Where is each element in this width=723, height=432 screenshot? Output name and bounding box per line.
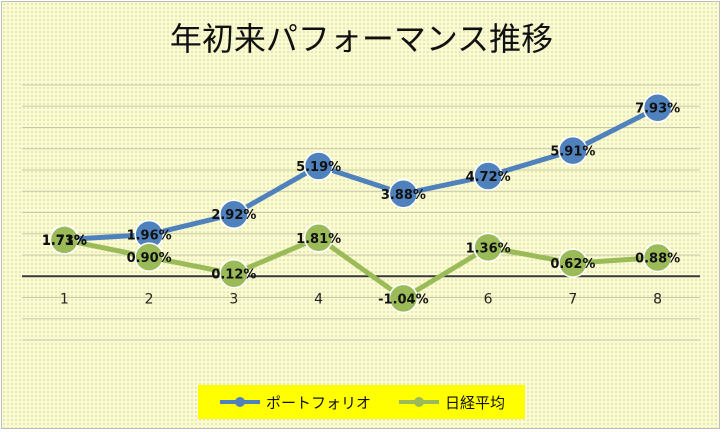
data-point-nikkei bbox=[558, 248, 588, 278]
x-tick-label: 6 bbox=[484, 291, 493, 307]
legend-item-portfolio: ポートフォリオ bbox=[218, 392, 371, 413]
x-tick-label: 1 bbox=[60, 291, 69, 307]
data-point-portfolio bbox=[388, 179, 419, 209]
x-tick-label: 4 bbox=[314, 291, 323, 307]
data-label-nikkei: 0.62% bbox=[550, 257, 595, 272]
data-label-nikkei: 0.12% bbox=[211, 268, 256, 283]
legend-label-nikkei: 日経平均 bbox=[445, 393, 506, 412]
data-label-portfolio: 1.73% bbox=[42, 233, 87, 248]
data-point-nikkei bbox=[473, 232, 503, 263]
data-label-portfolio: 7.93% bbox=[635, 102, 680, 117]
data-point-portfolio bbox=[219, 199, 249, 229]
data-point-portfolio bbox=[473, 161, 503, 191]
x-tick-label: 7 bbox=[568, 291, 577, 307]
legend-label-portfolio: ポートフォリオ bbox=[265, 393, 371, 412]
data-label-portfolio: 5.91% bbox=[550, 145, 595, 160]
x-tick-label: 2 bbox=[145, 291, 154, 307]
data-point-nikkei bbox=[642, 242, 673, 273]
data-point-portfolio bbox=[558, 135, 588, 166]
data-label-nikkei: 1.36% bbox=[466, 241, 511, 256]
data-label-portfolio: 1.96% bbox=[127, 229, 172, 244]
data-point-nikkei bbox=[303, 223, 334, 253]
data-label-portfolio: 4.72% bbox=[466, 170, 511, 185]
legend-swatch-nikkei bbox=[399, 397, 439, 407]
data-point-portfolio bbox=[642, 92, 673, 123]
data-label-nikkei: 1.81% bbox=[296, 232, 341, 247]
data-label-nikkei: -1.04% bbox=[378, 292, 429, 307]
data-label-portfolio: 2.92% bbox=[211, 208, 256, 223]
legend-swatch-portfolio bbox=[219, 397, 260, 407]
data-label-portfolio: 3.88% bbox=[381, 188, 426, 203]
data-point-nikkei bbox=[388, 283, 419, 314]
x-tick-label: 3 bbox=[229, 291, 238, 307]
data-point-portfolio bbox=[303, 151, 334, 181]
x-tick-label: 8 bbox=[653, 291, 662, 307]
data-label-nikkei: 0.88% bbox=[635, 252, 680, 267]
legend-item-nikkei: 日経平均 bbox=[397, 392, 505, 413]
data-point-nikkei bbox=[219, 258, 249, 289]
data-point-nikkei bbox=[134, 242, 164, 272]
legend: ポートフォリオ 日経平均 bbox=[198, 385, 525, 419]
chart-title: 年初来パフォーマンス推移 bbox=[169, 20, 554, 58]
data-label-portfolio: 5.19% bbox=[296, 160, 341, 175]
data-label-nikkei: 0.90% bbox=[127, 251, 172, 266]
data-label-nikkei: 1.71% bbox=[42, 234, 87, 249]
data-point-nikkei bbox=[49, 225, 80, 255]
